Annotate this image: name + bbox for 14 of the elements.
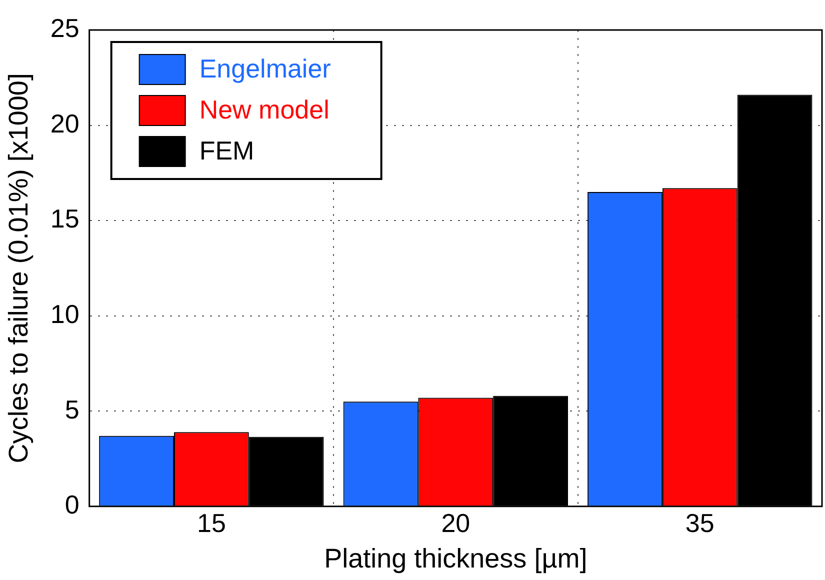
y-tick-label: 10 — [50, 299, 80, 330]
legend-label: Engelmaier — [199, 54, 332, 84]
x-axis-title: Plating thickness [µm] — [324, 543, 588, 574]
legend-label: FEM — [199, 136, 254, 166]
y-tick-label: 20 — [50, 108, 80, 138]
x-tick-label: 35 — [685, 508, 714, 538]
x-tick-label: 20 — [441, 508, 470, 538]
y-tick-label: 0 — [64, 490, 80, 520]
y-tick-label: 15 — [50, 204, 80, 234]
legend-label: New model — [199, 94, 330, 125]
y-tick-label: 5 — [64, 394, 80, 424]
x-tick-label: 15 — [196, 508, 226, 538]
y-tick-label: 25 — [50, 13, 80, 44]
y-axis-title: Cycles to failure (0.01%) [x1000] — [4, 73, 34, 464]
